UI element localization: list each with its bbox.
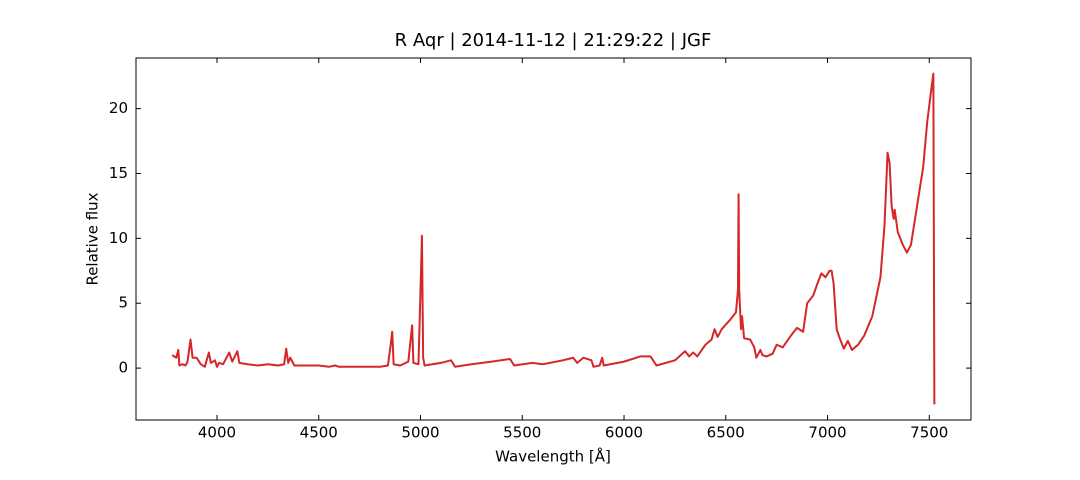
y-tick-label: 0 — [118, 359, 128, 377]
chart-title: R Aqr | 2014-11-12 | 21:29:22 | JGF — [395, 30, 712, 51]
x-tick-label: 4500 — [300, 424, 338, 442]
x-tick-label: 6000 — [605, 424, 643, 442]
x-axis-label: Wavelength [Å] — [495, 447, 611, 466]
y-tick-label: 20 — [109, 99, 128, 117]
x-tick-label: 5500 — [503, 424, 541, 442]
spectrum-line — [171, 72, 936, 405]
x-tick-label: 5000 — [401, 424, 439, 442]
y-tick-label: 10 — [109, 229, 128, 247]
x-tick-label: 7000 — [808, 424, 846, 442]
y-tick-label: 15 — [109, 164, 128, 182]
x-tick-label: 6500 — [707, 424, 745, 442]
x-tick-label: 4000 — [198, 424, 236, 442]
x-tick-label: 7500 — [910, 424, 948, 442]
y-axis-label: Relative flux — [84, 192, 102, 285]
plot-frame — [135, 57, 972, 421]
y-tick-label: 5 — [118, 294, 128, 312]
